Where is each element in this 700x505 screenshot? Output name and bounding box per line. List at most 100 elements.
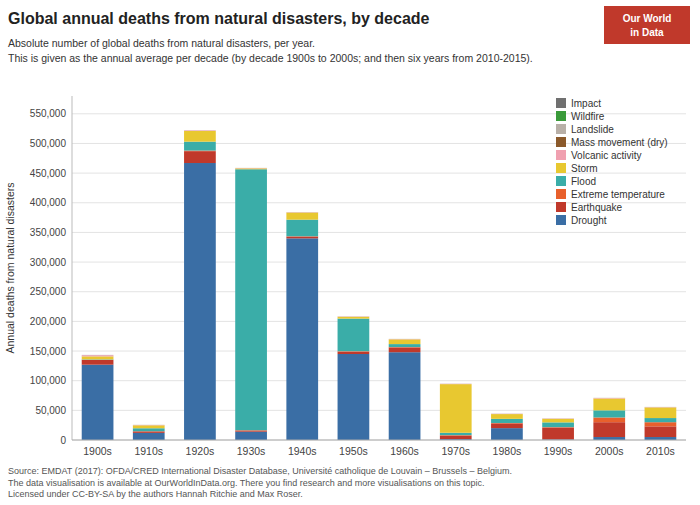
bar-segment — [82, 355, 114, 356]
bar-segment — [645, 407, 677, 418]
bar-segment — [593, 398, 625, 399]
bar-segment — [184, 163, 216, 440]
bar-segment — [389, 339, 421, 340]
x-tick-label: 1910s — [134, 445, 163, 457]
bar-segment — [645, 406, 677, 407]
legend-entry: Volcanic activity — [571, 150, 642, 161]
x-tick-label: 1970s — [441, 445, 470, 457]
legend-swatch — [556, 150, 566, 160]
bar-segment — [286, 238, 318, 440]
x-axis: 1900s1910s1920s1930s1940s1950s1960s1970s… — [72, 440, 686, 457]
bar-segment — [389, 338, 421, 339]
legend-swatch — [556, 124, 566, 134]
bar-segment — [82, 356, 114, 359]
bar-segment — [82, 354, 114, 355]
bar-segment — [593, 422, 625, 437]
bar-segment — [593, 398, 625, 399]
x-tick-label: 2000s — [595, 445, 624, 457]
y-tick-label: 0 — [60, 435, 66, 446]
bar-segment — [491, 414, 523, 419]
bar-segment — [389, 339, 421, 344]
x-tick-label: 1920s — [186, 445, 215, 457]
bar-segment — [542, 418, 574, 419]
legend-entry: Mass movement (dry) — [571, 137, 668, 148]
bar-segment — [542, 428, 574, 440]
legend-swatch — [556, 176, 566, 186]
bar-segment — [542, 418, 574, 419]
legend-entry: Extreme temperature — [571, 189, 665, 200]
bar-segment — [235, 168, 267, 170]
bar-segment — [440, 383, 472, 384]
bar-segment — [542, 419, 574, 423]
bar-segment — [389, 338, 421, 339]
bar-segment — [645, 406, 677, 407]
y-tick-label: 250,000 — [30, 286, 67, 297]
bar-segment — [645, 426, 677, 437]
y-tick-label: 450,000 — [30, 168, 67, 179]
grid-line — [72, 440, 686, 441]
y-tick-label: 150,000 — [30, 346, 67, 357]
x-tick-label: 1990s — [544, 445, 573, 457]
bar-segment — [286, 212, 318, 213]
bar-segment — [82, 355, 114, 356]
bar-segment — [389, 344, 421, 347]
bar-segment — [542, 418, 574, 419]
legend-swatch — [556, 137, 566, 147]
bar-segment — [184, 131, 216, 142]
bar-segment — [593, 417, 625, 422]
x-tick-label: 1900s — [83, 445, 112, 457]
bar-segment — [440, 383, 472, 384]
background — [0, 0, 700, 505]
bar-segment — [235, 167, 267, 168]
bar-segment — [133, 425, 165, 428]
bar-segment — [184, 151, 216, 163]
y-tick-label: 350,000 — [30, 227, 67, 238]
grid-line — [72, 291, 686, 292]
bar-segment — [645, 406, 677, 407]
legend-swatch — [556, 163, 566, 173]
bar-segment — [235, 431, 267, 432]
bar-segment — [593, 410, 625, 417]
legend-entry: Impact — [571, 98, 601, 109]
x-tick-label: 1930s — [237, 445, 266, 457]
y-tick-label: 300,000 — [30, 257, 67, 268]
bar-segment — [542, 418, 574, 419]
bar-segment — [82, 365, 114, 440]
bar-segment — [491, 428, 523, 440]
y-tick-label: 500,000 — [30, 138, 67, 149]
grid-line — [72, 262, 686, 263]
bar-segment — [491, 413, 523, 414]
bar-segment — [235, 169, 267, 430]
grid-line — [72, 380, 686, 381]
grid-line — [72, 351, 686, 352]
bar-segment — [440, 433, 472, 435]
bar-segment — [440, 383, 472, 384]
x-tick-label: 1940s — [288, 445, 317, 457]
bar-segment — [133, 428, 165, 431]
bar-segment — [491, 413, 523, 414]
bar-segment — [286, 212, 318, 213]
bar-segment — [645, 407, 677, 408]
bar-segment — [133, 424, 165, 425]
chart: Global annual deaths from natural disast… — [0, 0, 700, 505]
bar-segment — [184, 130, 216, 131]
y-axis-label: Annual deaths from natural disasters — [4, 182, 16, 353]
bar-segment — [542, 418, 574, 419]
bar-segment — [235, 168, 267, 169]
subtitle: Absolute number of global deaths from na… — [8, 37, 315, 49]
y-tick-label: 100,000 — [30, 375, 67, 386]
bar-segment — [593, 397, 625, 398]
bar-segment — [286, 220, 318, 237]
bar-segment — [184, 130, 216, 132]
subtitle: This is given as the annual average per … — [8, 52, 533, 64]
bar-segment — [389, 352, 421, 440]
bar-segment — [286, 212, 318, 213]
bar-segment — [338, 316, 370, 317]
x-tick-label: 1980s — [493, 445, 522, 457]
bar-segment — [133, 424, 165, 425]
grid-line — [72, 321, 686, 322]
y-axis: 050,000100,000150,000200,000250,000300,0… — [30, 96, 686, 446]
y-tick-label: 200,000 — [30, 316, 67, 327]
bar-segment — [286, 213, 318, 220]
bar-segment — [235, 167, 267, 168]
